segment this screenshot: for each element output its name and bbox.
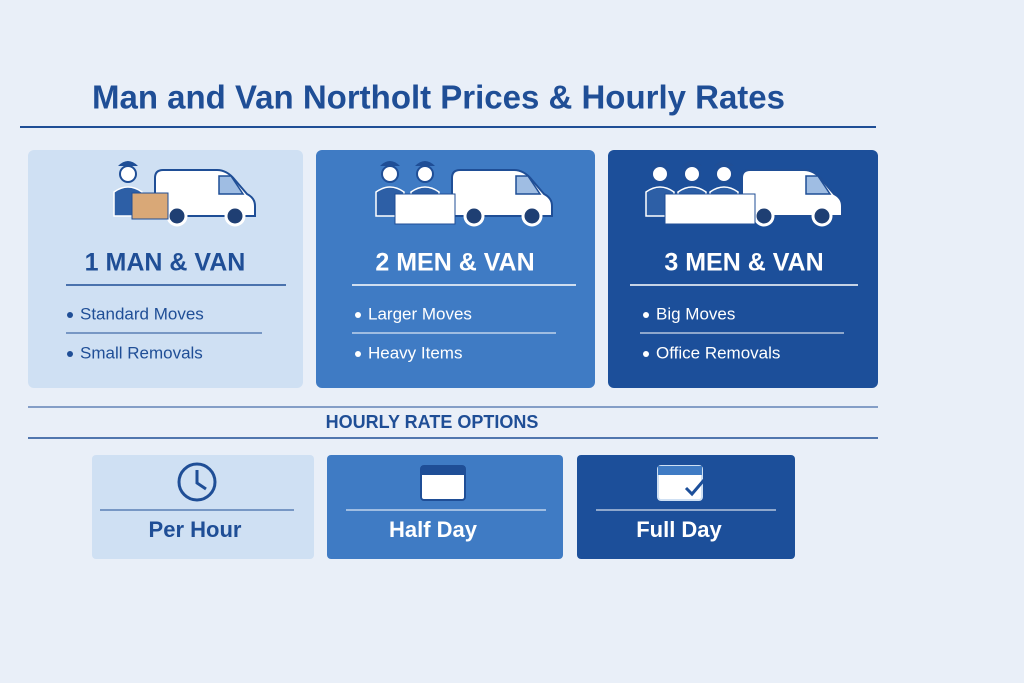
card-title: 2 MEN & VAN <box>375 249 534 277</box>
clock-icon <box>177 462 217 502</box>
bullet <box>355 312 361 318</box>
section-heading: HOURLY RATE OPTIONS <box>326 412 539 432</box>
check-icon <box>684 479 706 497</box>
bullet <box>355 351 361 357</box>
rate-label: Half Day <box>389 517 478 542</box>
calendar-top <box>421 466 465 475</box>
rate-card <box>327 455 563 559</box>
card-title: 3 MEN & VAN <box>664 249 823 277</box>
card-item: Small Removals <box>80 343 203 362</box>
box-icon <box>664 193 756 225</box>
bullet <box>643 312 649 318</box>
card-item: Larger Moves <box>368 304 472 323</box>
rate-card <box>577 455 795 559</box>
calendar-top <box>658 466 702 475</box>
box-icon <box>394 193 456 225</box>
rate-label: Per Hour <box>149 517 242 542</box>
rate-card <box>92 455 314 559</box>
card-item: Heavy Items <box>368 343 462 362</box>
bullet <box>67 312 73 318</box>
card-item: Standard Moves <box>80 304 204 323</box>
card-item: Big Moves <box>656 304 735 323</box>
card-title: 1 MAN & VAN <box>85 249 246 277</box>
card-item: Office Removals <box>656 343 780 362</box>
clock-hands <box>195 470 207 491</box>
rate-label: Full Day <box>636 517 722 542</box>
page-title: Man and Van Northolt Prices & Hourly Rat… <box>92 79 785 116</box>
box-icon <box>131 192 169 220</box>
bullet <box>643 351 649 357</box>
bullet <box>67 351 73 357</box>
